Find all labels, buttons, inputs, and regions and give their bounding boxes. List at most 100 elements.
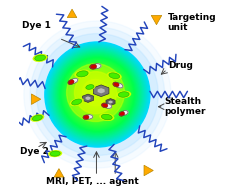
Polygon shape [67, 9, 76, 18]
Circle shape [61, 59, 133, 130]
Ellipse shape [89, 64, 96, 69]
Circle shape [88, 85, 106, 104]
Ellipse shape [87, 115, 93, 119]
Circle shape [79, 77, 115, 112]
Circle shape [45, 42, 149, 147]
Circle shape [93, 90, 101, 99]
Polygon shape [85, 96, 90, 100]
Circle shape [74, 71, 120, 118]
Circle shape [70, 67, 124, 122]
Circle shape [83, 81, 111, 108]
Ellipse shape [94, 64, 101, 69]
Ellipse shape [112, 82, 118, 87]
Ellipse shape [83, 115, 89, 119]
Ellipse shape [68, 80, 74, 85]
Ellipse shape [71, 99, 81, 105]
Circle shape [76, 74, 118, 115]
Circle shape [94, 91, 100, 98]
Ellipse shape [35, 55, 45, 61]
Circle shape [84, 82, 109, 107]
Circle shape [66, 64, 124, 122]
Circle shape [73, 70, 121, 119]
Ellipse shape [85, 85, 94, 89]
Polygon shape [54, 169, 63, 177]
Ellipse shape [69, 98, 84, 106]
Circle shape [58, 56, 136, 133]
Circle shape [80, 78, 114, 111]
Circle shape [69, 66, 125, 123]
Polygon shape [31, 94, 41, 105]
Circle shape [96, 93, 98, 96]
Circle shape [46, 43, 148, 146]
Circle shape [67, 64, 127, 125]
Circle shape [53, 50, 141, 139]
Circle shape [36, 34, 158, 155]
Circle shape [68, 65, 126, 124]
Circle shape [75, 72, 119, 117]
Circle shape [62, 60, 131, 129]
Circle shape [89, 86, 105, 103]
Text: MRI, PET, ... agent: MRI, PET, ... agent [46, 177, 138, 186]
Circle shape [66, 63, 128, 126]
Polygon shape [143, 165, 153, 176]
Circle shape [50, 47, 144, 142]
Circle shape [30, 27, 164, 162]
Circle shape [71, 68, 123, 121]
Circle shape [85, 83, 109, 106]
Circle shape [74, 72, 116, 114]
Ellipse shape [84, 84, 95, 90]
Ellipse shape [101, 103, 107, 108]
Ellipse shape [99, 113, 114, 121]
Ellipse shape [118, 112, 124, 116]
Circle shape [95, 92, 99, 97]
Circle shape [64, 61, 131, 128]
Ellipse shape [122, 110, 128, 115]
Ellipse shape [76, 71, 88, 77]
Ellipse shape [48, 150, 62, 157]
Text: Targeting
unit: Targeting unit [167, 13, 215, 32]
Text: Stealth
polymer: Stealth polymer [163, 97, 205, 116]
Circle shape [57, 55, 137, 134]
Circle shape [82, 80, 108, 106]
Circle shape [56, 53, 138, 136]
Circle shape [55, 53, 139, 136]
Ellipse shape [72, 78, 78, 83]
Circle shape [72, 69, 122, 120]
Ellipse shape [118, 92, 128, 97]
Ellipse shape [106, 72, 121, 80]
Circle shape [81, 79, 113, 110]
Circle shape [91, 88, 103, 101]
Circle shape [51, 48, 143, 141]
Ellipse shape [105, 104, 112, 109]
Polygon shape [97, 88, 104, 93]
Ellipse shape [109, 73, 119, 79]
Circle shape [49, 46, 145, 143]
Ellipse shape [116, 83, 123, 88]
Polygon shape [93, 85, 109, 97]
Text: Drug: Drug [167, 61, 192, 70]
Ellipse shape [101, 114, 112, 120]
Circle shape [48, 45, 146, 144]
Polygon shape [151, 15, 161, 25]
Text: Dye 1: Dye 1 [22, 21, 51, 30]
Circle shape [54, 51, 140, 138]
Circle shape [78, 76, 116, 113]
Polygon shape [106, 99, 115, 105]
Circle shape [77, 74, 117, 115]
Circle shape [47, 44, 147, 145]
Circle shape [52, 49, 142, 140]
Text: Dye 2: Dye 2 [20, 147, 49, 156]
Circle shape [60, 58, 133, 131]
Ellipse shape [32, 115, 42, 121]
Circle shape [92, 89, 102, 100]
Circle shape [86, 84, 107, 105]
Circle shape [59, 57, 135, 132]
Ellipse shape [116, 91, 131, 98]
Ellipse shape [30, 114, 44, 122]
Ellipse shape [50, 151, 60, 156]
Circle shape [82, 80, 112, 109]
Polygon shape [108, 101, 112, 104]
Ellipse shape [32, 54, 47, 62]
Ellipse shape [74, 70, 90, 78]
Circle shape [90, 87, 104, 102]
